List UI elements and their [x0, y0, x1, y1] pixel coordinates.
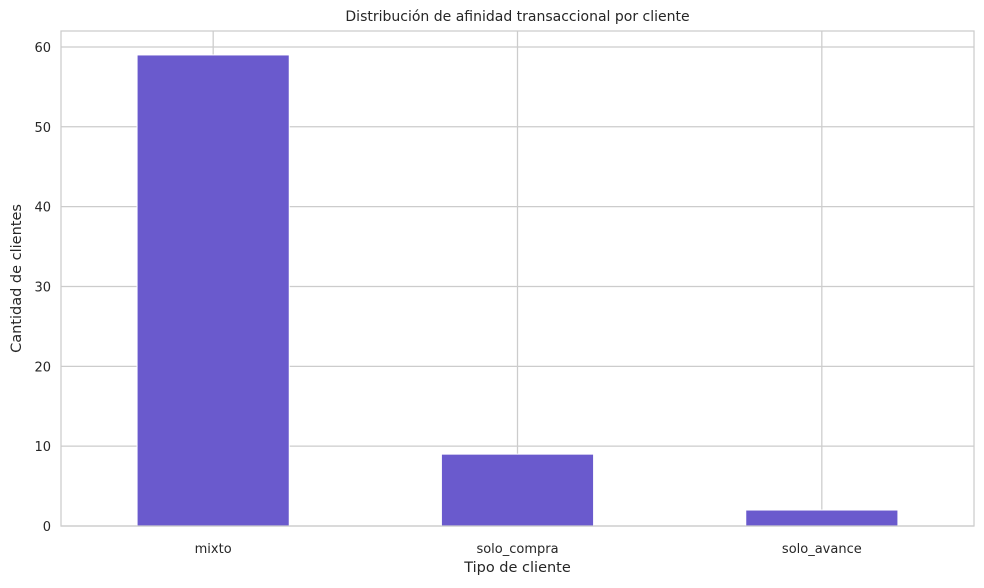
bar-solo_avance — [745, 509, 899, 527]
y-tick-label: 50 — [34, 121, 51, 136]
tick-labels: 0 10 20 30 40 50 60 mixto solo_compra solo_avance — [34, 41, 861, 557]
y-tick-label: 10 — [34, 440, 51, 455]
x-axis-label: Tipo de cliente — [463, 560, 571, 576]
plot-frame — [60, 30, 975, 527]
y-axis-label: Cantidad de clientes — [9, 204, 25, 353]
x-tick-label: solo_avance — [782, 542, 862, 557]
bar-mixto — [136, 54, 290, 527]
y-tick-label: 60 — [34, 41, 51, 56]
y-tick-label: 20 — [34, 360, 51, 375]
y-tick-label: 30 — [34, 280, 51, 295]
bar-solo_compra — [440, 453, 595, 527]
bars — [136, 54, 899, 527]
y-tick-label: 40 — [34, 201, 51, 216]
y-tick-label: 0 — [43, 520, 51, 535]
x-tick-label: solo_compra — [476, 542, 558, 557]
x-tick-label: mixto — [195, 542, 232, 557]
chart-title: Distribución de afinidad transaccional p… — [345, 9, 689, 25]
